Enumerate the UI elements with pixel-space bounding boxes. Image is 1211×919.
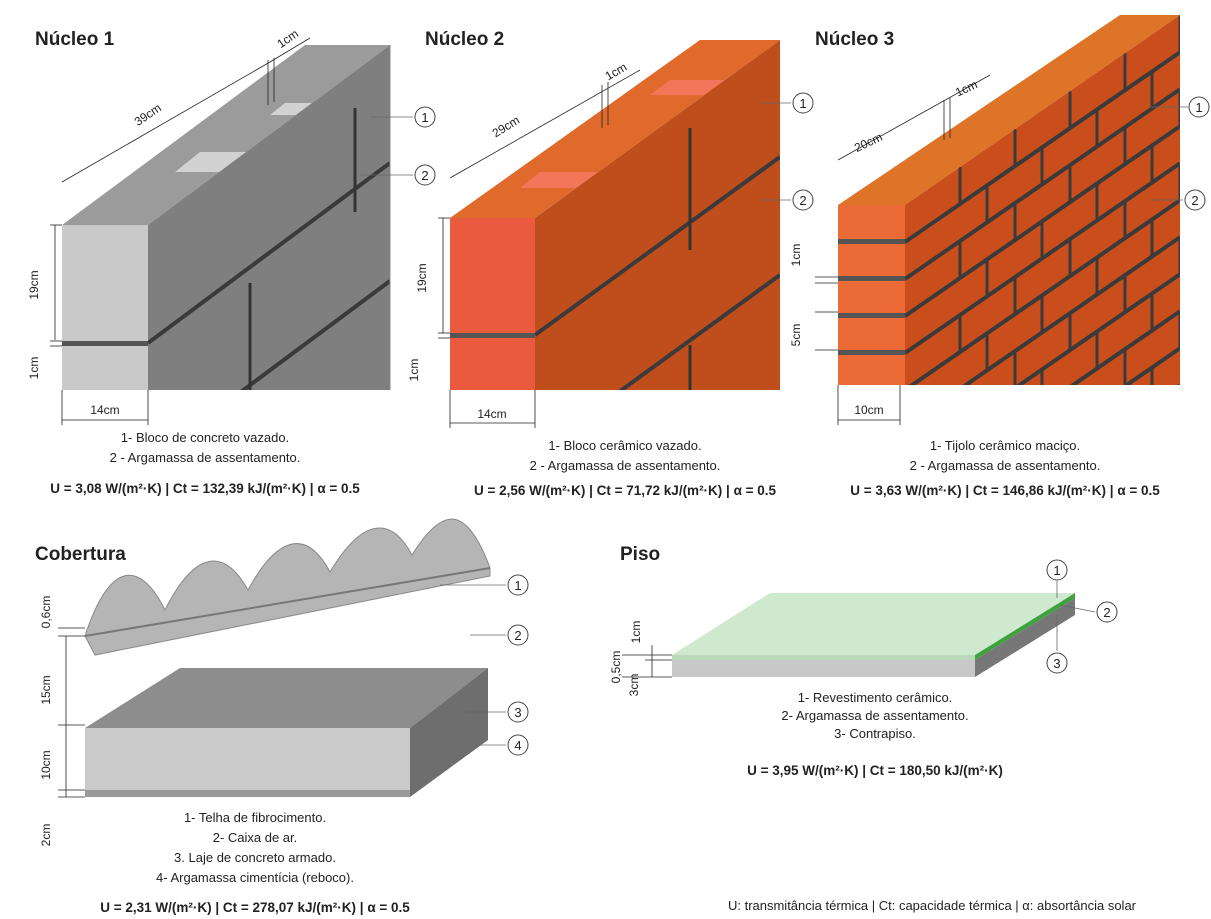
dimension-lines [50,37,413,425]
mortar-joint [905,383,1180,385]
legend-item: 3. Laje de concreto armado. [174,850,336,865]
dimension-lines [815,74,1188,425]
panel-title: Núcleo 3 [815,29,894,50]
callout-circle [1046,652,1068,674]
mortar-joint [148,279,390,390]
dimension-lines [438,69,791,428]
mortar-joint [905,50,1180,244]
callout-number: 1 [1053,563,1060,578]
callout-number: 2 [421,168,428,183]
dimension-label: 0,6cm [39,596,53,629]
callout-circle [414,106,436,128]
callout-circle [507,624,529,646]
callout-circle [1096,601,1118,623]
dimension-label: 1cm [629,621,643,644]
footnote: U: transmitância térmica | Ct: capacidad… [728,898,1137,913]
dimension-label: 20cm [852,130,885,155]
callout-number: 3 [1053,656,1060,671]
legend-item: 2- Caixa de ar. [213,830,298,845]
dimension-label: 1cm [274,26,301,50]
dimension-label: 1cm [603,60,630,83]
dimension-label: 10cm [39,750,53,779]
dimension-label: 0,5cm [609,651,623,684]
roof [58,518,506,798]
legend-item: 1- Tijolo cerâmico maciço. [930,438,1080,453]
dimension-label: 15cm [39,675,53,704]
dimension-label: 19cm [27,270,41,299]
dimension-label: 14cm [477,407,506,421]
legend-item: 2 - Argamassa de assentamento. [110,450,301,465]
dimension-label: 1cm [789,244,803,267]
mortar-joint [535,155,780,337]
callout-number: 3 [514,705,521,720]
callout-number: 4 [514,738,521,753]
panel-title: Cobertura [35,544,126,565]
thermal-properties: U = 3,95 W/(m²·K) | Ct = 180,50 kJ/(m²·K… [747,763,1003,778]
legend-item: 2 - Argamassa de assentamento. [530,458,721,473]
mortar-joint [838,350,905,355]
legend-item: 2 - Argamassa de assentamento. [910,458,1101,473]
legend-item: 1- Bloco cerâmico vazado. [548,438,701,453]
mortar-joint [905,346,1180,385]
callout-circle [1046,559,1068,581]
dimension-label: 3cm [627,674,641,697]
dimension-label: 5cm [789,324,803,347]
dimension-label: 14cm [90,403,119,417]
mortar-joint [148,161,390,345]
mortar-joint [905,272,1180,385]
mortar-joint [838,313,905,318]
callout-number: 2 [1103,605,1110,620]
callout-circle [792,189,814,211]
wall-concrete [62,45,391,390]
panel-title: Núcleo 2 [425,29,504,50]
dimension-label: 39cm [132,101,164,129]
mortar-joint [535,273,780,390]
callout-circle [507,734,529,756]
dimension-label: 1cm [27,357,41,380]
mortar-joint [905,124,1180,318]
callout-circle [507,574,529,596]
callout-circle [414,164,436,186]
callout-number: 2 [799,193,806,208]
callout-circle [792,92,814,114]
callout-circle [507,701,529,723]
mortar-joint [838,276,905,281]
dimension-label: 1cm [407,359,421,382]
panel-title: Núcleo 1 [35,29,115,50]
legend-item: 4- Argamassa cimentícia (reboco). [156,870,354,885]
legend-item: 1- Telha de fibrocimento. [184,810,326,825]
dimension-label: 10cm [854,403,883,417]
callout-number: 1 [421,110,428,125]
dimension-label: 19cm [415,263,429,292]
floor [622,581,1096,678]
thermal-properties: U = 3,08 W/(m²·K) | Ct = 132,39 kJ/(m²·K… [50,481,360,496]
mortar-joint [905,198,1180,385]
wall-brick [838,15,1180,385]
callout-number: 1 [799,96,806,111]
thermal-properties: U = 2,56 W/(m²·K) | Ct = 71,72 kJ/(m²·K)… [474,483,777,498]
dimension-label: 29cm [490,113,522,140]
callout-number: 1 [514,578,521,593]
mortar-joint [838,239,905,244]
legend-item: 1- Revestimento cerâmico. [798,690,953,705]
callout-number: 2 [514,628,521,643]
callout-circle [1184,189,1206,211]
legend-item: 2- Argamassa de assentamento. [781,708,968,723]
thermal-properties: U = 2,31 W/(m²·K) | Ct = 278,07 kJ/(m²·K… [100,900,410,915]
wall-ceramic [450,40,780,390]
dimension-label: 2cm [39,824,53,847]
callout-number: 1 [1195,100,1202,115]
panel-title: Piso [620,544,660,565]
mortar-joint [905,309,1180,385]
legend-item: 1- Bloco de concreto vazado. [121,430,289,445]
dimension-label: 1cm [953,77,979,99]
callout-circle [1188,96,1210,118]
legend-item: 3- Contrapiso. [834,726,916,741]
callout-number: 2 [1191,193,1198,208]
thermal-properties: U = 3,63 W/(m²·K) | Ct = 146,86 kJ/(m²·K… [850,483,1160,498]
